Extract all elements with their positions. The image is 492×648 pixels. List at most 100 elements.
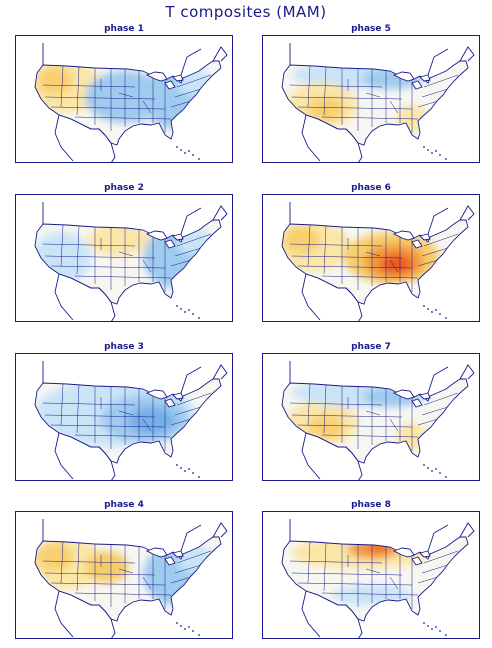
- state-line: [42, 84, 136, 88]
- caribbean-island: [192, 472, 194, 474]
- temperature-map: [262, 353, 480, 481]
- panel-label: phase 8: [351, 500, 391, 510]
- caribbean-island: [184, 311, 186, 313]
- temperature-map: [15, 35, 233, 163]
- state-line: [42, 560, 136, 564]
- panel-label: phase 4: [104, 500, 144, 510]
- state-line: [423, 233, 459, 247]
- state-line: [323, 542, 327, 592]
- anomaly-field: [35, 537, 213, 605]
- state-line: [321, 434, 419, 438]
- temperature-map: [15, 353, 233, 481]
- map-svg: [15, 194, 233, 322]
- panel-label: phase 2: [104, 183, 144, 193]
- state-line: [417, 259, 439, 267]
- state-line: [307, 383, 311, 426]
- temperature-map: [262, 511, 480, 639]
- state-line: [118, 410, 134, 416]
- state-line: [289, 84, 383, 88]
- state-line: [142, 418, 152, 432]
- canada-outline: [289, 519, 475, 552]
- caribbean-island: [180, 467, 182, 469]
- state-line: [76, 66, 80, 116]
- great-lakes: [145, 230, 184, 249]
- caribbean-island: [439, 472, 441, 474]
- caribbean-island: [176, 464, 178, 466]
- caribbean-island: [427, 308, 429, 310]
- state-boundaries: [42, 383, 212, 451]
- state-line: [291, 414, 403, 418]
- state-line: [44, 414, 156, 418]
- state-line: [365, 92, 381, 98]
- caribbean-island: [431, 152, 433, 154]
- state-line: [50, 265, 166, 269]
- state-line: [170, 576, 192, 584]
- caribbean-island: [192, 630, 194, 632]
- state-line: [176, 550, 212, 564]
- anomaly-blob: [85, 551, 129, 583]
- mexico-coastline: [54, 273, 116, 322]
- map-panel-phase-7: phase 7: [262, 342, 480, 482]
- state-boundaries: [289, 383, 459, 451]
- canada-outline: [42, 361, 228, 394]
- caribbean-island: [176, 622, 178, 624]
- state-line: [291, 96, 403, 100]
- state-line: [321, 592, 419, 596]
- panel-label: phase 5: [351, 24, 391, 34]
- caribbean-island: [439, 154, 441, 156]
- state-line: [421, 88, 449, 98]
- caribbean-island: [192, 154, 194, 156]
- state-line: [417, 100, 439, 108]
- panel-label: phase 6: [351, 183, 391, 193]
- state-line: [291, 572, 403, 576]
- map-svg: [15, 511, 233, 639]
- great-lakes: [392, 389, 431, 408]
- map-frame: [15, 353, 233, 481]
- map-panel-phase-5: phase 5: [262, 24, 480, 164]
- mexico-coastline: [301, 432, 363, 481]
- canada-outline: [42, 202, 228, 235]
- caribbean-island: [423, 305, 425, 307]
- canada-outline: [42, 43, 228, 76]
- state-line: [421, 564, 449, 574]
- map-frame: [262, 511, 480, 639]
- great-lakes: [392, 230, 431, 249]
- state-line: [74, 116, 172, 120]
- state-line: [389, 576, 399, 590]
- mexico-coastline: [54, 114, 116, 163]
- caribbean-island: [423, 464, 425, 466]
- caribbean-island: [176, 305, 178, 307]
- caribbean-island: [435, 468, 437, 470]
- anomaly-blob: [37, 67, 73, 95]
- map-frame: [262, 194, 480, 322]
- caribbean-island: [188, 309, 190, 311]
- state-line: [60, 224, 64, 267]
- caribbean-island: [198, 317, 200, 319]
- panel-label: phase 1: [104, 24, 144, 34]
- map-panel-phase-2: phase 2: [15, 183, 233, 323]
- caribbean-island: [180, 149, 182, 151]
- map-frame: [262, 35, 480, 163]
- caribbean-island: [435, 626, 437, 628]
- state-line: [44, 96, 156, 100]
- page-title: T composites (MAM): [165, 3, 327, 21]
- state-line: [60, 65, 64, 108]
- caribbean-island: [184, 152, 186, 154]
- caribbean-island: [445, 634, 447, 636]
- caribbean-island: [431, 311, 433, 313]
- state-line: [118, 251, 134, 257]
- state-line: [74, 275, 172, 279]
- state-line: [76, 384, 80, 434]
- temperature-map: [262, 35, 480, 163]
- caribbean-island: [184, 470, 186, 472]
- state-line: [176, 74, 212, 88]
- state-line: [176, 392, 212, 406]
- state-line: [297, 265, 413, 269]
- state-line: [142, 100, 152, 114]
- caribbean-island: [184, 628, 186, 630]
- caribbean-island: [427, 149, 429, 151]
- caribbean-island: [180, 625, 182, 627]
- state-line: [170, 259, 192, 267]
- caribbean-island: [188, 150, 190, 152]
- state-line: [170, 418, 192, 426]
